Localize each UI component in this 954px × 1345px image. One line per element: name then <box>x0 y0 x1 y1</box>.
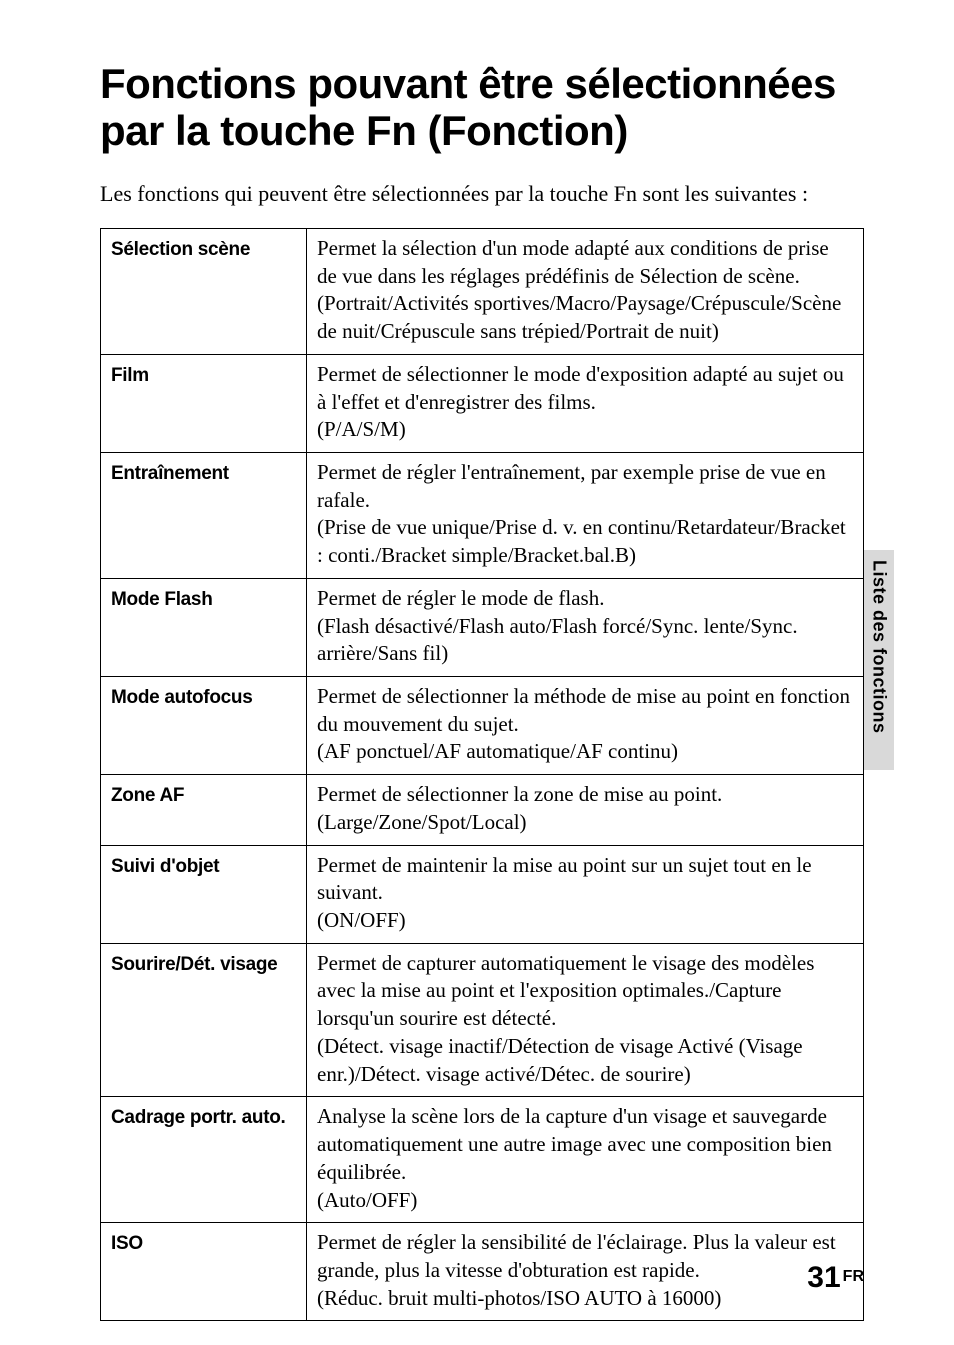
page-title: Fonctions pouvant être sélectionnées par… <box>100 60 864 154</box>
functions-table: Sélection scènePermet la sélection d'un … <box>100 228 864 1321</box>
table-row: Cadrage portr. auto.Analyse la scène lor… <box>101 1097 864 1223</box>
table-row: Mode FlashPermet de régler le mode de fl… <box>101 578 864 676</box>
table-row: Mode autofocusPermet de sélectionner la … <box>101 677 864 775</box>
functions-table-body: Sélection scènePermet la sélection d'un … <box>101 228 864 1320</box>
row-description: Permet de régler l'entraînement, par exe… <box>307 452 864 578</box>
row-label: Sourire/Dét. visage <box>101 943 307 1097</box>
table-row: ISOPermet de régler la sensibilité de l'… <box>101 1223 864 1321</box>
row-description: Permet de sélectionner la méthode de mis… <box>307 677 864 775</box>
row-label: Zone AF <box>101 775 307 845</box>
row-label: Entraînement <box>101 452 307 578</box>
side-tab-label: Liste des fonctions <box>869 560 890 734</box>
side-tab: Liste des fonctions <box>864 550 894 770</box>
table-row: Sélection scènePermet la sélection d'un … <box>101 228 864 354</box>
row-description: Permet de régler le mode de flash.(Flash… <box>307 578 864 676</box>
row-label: Sélection scène <box>101 228 307 354</box>
row-label: Mode autofocus <box>101 677 307 775</box>
page-lang: FR <box>843 1268 864 1285</box>
row-description: Permet de maintenir la mise au point sur… <box>307 845 864 943</box>
row-description: Permet la sélection d'un mode adapté aux… <box>307 228 864 354</box>
row-label: Suivi d'objet <box>101 845 307 943</box>
page-footer: 31FR <box>807 1261 864 1295</box>
table-row: FilmPermet de sélectionner le mode d'exp… <box>101 354 864 452</box>
row-description: Permet de régler la sensibilité de l'écl… <box>307 1223 864 1321</box>
intro-text: Les fonctions qui peuvent être sélection… <box>100 178 864 210</box>
table-row: Zone AFPermet de sélectionner la zone de… <box>101 775 864 845</box>
row-description: Permet de sélectionner la zone de mise a… <box>307 775 864 845</box>
page-number: 31 <box>807 1261 840 1294</box>
table-row: Sourire/Dét. visagePermet de capturer au… <box>101 943 864 1097</box>
row-label: ISO <box>101 1223 307 1321</box>
table-row: EntraînementPermet de régler l'entraînem… <box>101 452 864 578</box>
table-row: Suivi d'objetPermet de maintenir la mise… <box>101 845 864 943</box>
row-label: Film <box>101 354 307 452</box>
row-label: Cadrage portr. auto. <box>101 1097 307 1223</box>
row-description: Permet de capturer automatiquement le vi… <box>307 943 864 1097</box>
manual-page: Fonctions pouvant être sélectionnées par… <box>0 0 954 1345</box>
row-description: Analyse la scène lors de la capture d'un… <box>307 1097 864 1223</box>
row-label: Mode Flash <box>101 578 307 676</box>
row-description: Permet de sélectionner le mode d'exposit… <box>307 354 864 452</box>
